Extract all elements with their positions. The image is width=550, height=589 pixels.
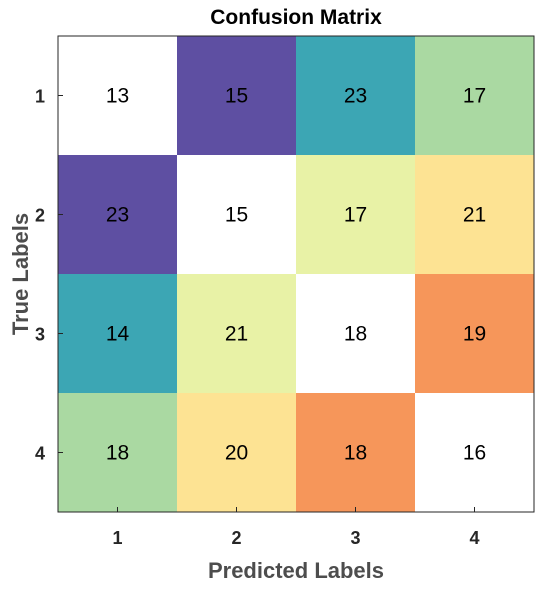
x-tick-label-3: 3 [350,528,360,548]
cell-value-r1-c1: 13 [106,85,129,108]
cell-value-r1-c4: 17 [463,85,486,108]
cell-value-r4-c4: 16 [463,442,486,465]
cell-value-r3-c3: 18 [344,323,367,346]
cell-value-r1-c2: 15 [225,85,248,108]
heatmap-cell-r3-c2 [177,274,297,394]
x-axis-label: Predicted Labels [208,558,384,583]
x-axis-ticks: 1 2 3 4 [112,507,480,548]
heatmap-cell-r3-c4 [415,274,535,394]
heatmap-cell-r1-c4 [415,36,535,156]
cell-value-r4-c2: 20 [225,442,248,465]
y-tick-label-4: 4 [35,444,45,464]
heatmap-cell-labels: 13 15 23 17 23 15 17 21 14 21 18 19 18 20 18 16 [106,85,486,465]
heatmap-cell-r2-c1 [58,155,178,275]
heatmap-cell-r4-c2 [177,393,297,513]
cell-value-r3-c1: 14 [106,323,130,346]
y-tick-label-1: 1 [35,87,45,107]
cell-value-r2-c1: 23 [106,204,129,227]
x-tick-label-1: 1 [112,528,122,548]
heatmap-cell-r1-c3 [296,36,416,156]
heatmap-cell-r2-c4 [415,155,535,275]
x-tick-label-4: 4 [469,528,479,548]
y-tick-label-3: 3 [35,325,45,345]
heatmap-cell-r4-c4 [415,393,535,513]
cell-value-r4-c3: 18 [344,442,367,465]
y-axis-label: True Labels [8,213,33,335]
heatmap-cells [58,36,535,513]
heatmap-cell-r2-c3 [296,155,416,275]
cell-value-r2-c4: 21 [463,204,486,227]
heatmap-cell-r2-c2 [177,155,297,275]
heatmap-cell-r3-c3 [296,274,416,394]
cell-value-r4-c1: 18 [106,442,129,465]
y-tick-label-2: 2 [35,206,45,226]
heatmap-cell-r1-c1 [58,36,178,156]
y-axis-ticks: 1 2 3 4 [35,87,63,464]
heatmap-cell-r1-c2 [177,36,297,156]
heatmap-cell-r4-c1 [58,393,178,513]
cell-value-r2-c2: 15 [225,204,248,227]
chart-title: Confusion Matrix [210,6,382,29]
cell-value-r1-c3: 23 [344,85,367,108]
heatmap-cell-r4-c3 [296,393,416,513]
plot-frame [57,35,535,513]
heatmap-cell-r3-c1 [58,274,178,394]
cell-value-r3-c4: 19 [463,323,486,346]
x-tick-label-2: 2 [231,528,241,548]
cell-value-r3-c2: 21 [225,323,248,346]
cell-value-r2-c3: 17 [344,204,367,227]
